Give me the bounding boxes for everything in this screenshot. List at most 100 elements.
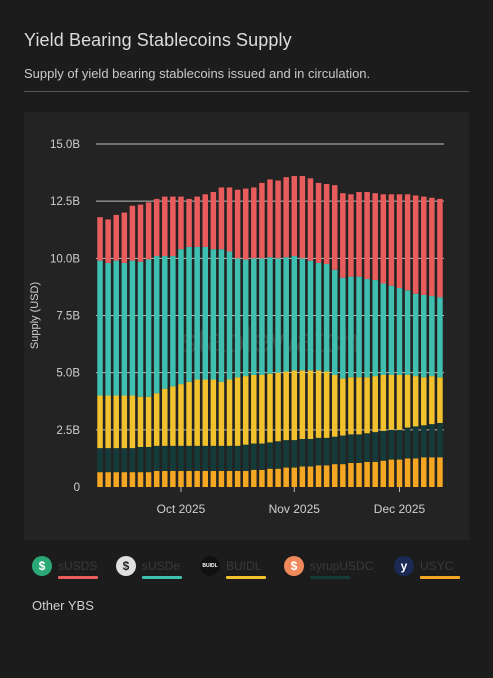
bar-susde-32 bbox=[356, 276, 362, 378]
bar-usyc-16 bbox=[226, 470, 233, 487]
bar-susds-2 bbox=[113, 214, 119, 261]
bar-syrupusdc-13 bbox=[202, 445, 208, 471]
page-subtitle: Supply of yield bearing stablecoins issu… bbox=[24, 66, 371, 81]
bar-susds-35 bbox=[380, 194, 387, 284]
bar-buidl-7 bbox=[153, 393, 160, 446]
bar-buidl-37 bbox=[396, 374, 403, 430]
bar-usyc-12 bbox=[194, 470, 200, 487]
bar-susds-9 bbox=[170, 196, 176, 257]
bar-susde-25 bbox=[299, 258, 306, 371]
y-tick-label: 0 bbox=[74, 482, 80, 494]
bar-susde-2 bbox=[113, 260, 119, 396]
bar-susds-39 bbox=[412, 195, 419, 294]
bar-buidl-38 bbox=[404, 374, 411, 428]
bar-susde-15 bbox=[218, 249, 225, 382]
bar-buidl-15 bbox=[218, 381, 225, 446]
bar-buidl-6 bbox=[145, 396, 152, 447]
bar-syrupusdc-12 bbox=[194, 445, 200, 471]
bar-buidl-34 bbox=[372, 376, 378, 433]
bar-susds-17 bbox=[234, 189, 241, 259]
bar-syrupusdc-6 bbox=[145, 446, 152, 473]
bar-buidl-32 bbox=[356, 377, 362, 435]
usyc-icon: y bbox=[394, 556, 414, 576]
bar-syrupusdc-7 bbox=[153, 445, 160, 471]
bar-buidl-17 bbox=[234, 377, 241, 446]
bar-buidl-4 bbox=[129, 395, 136, 449]
bar-usyc-40 bbox=[421, 457, 427, 487]
bar-usyc-0 bbox=[97, 472, 103, 487]
bar-buidl-41 bbox=[429, 376, 435, 425]
bar-susds-6 bbox=[145, 202, 152, 260]
bar-usyc-4 bbox=[129, 472, 136, 487]
bar-buidl-28 bbox=[323, 371, 330, 438]
bar-susds-11 bbox=[186, 198, 192, 247]
bar-susde-18 bbox=[242, 259, 249, 377]
bar-syrupusdc-4 bbox=[129, 448, 136, 473]
bar-susds-0 bbox=[97, 217, 103, 261]
bar-usyc-3 bbox=[121, 472, 128, 487]
bar-susde-22 bbox=[275, 258, 281, 373]
bar-susds-13 bbox=[202, 194, 208, 247]
bar-buidl-14 bbox=[210, 379, 217, 446]
bar-usyc-38 bbox=[404, 458, 411, 487]
bar-susde-33 bbox=[364, 278, 370, 378]
bar-susds-23 bbox=[283, 177, 289, 258]
bar-syrupusdc-2 bbox=[113, 448, 119, 473]
bar-syrupusdc-22 bbox=[275, 441, 281, 469]
bar-susde-37 bbox=[396, 288, 403, 375]
bar-susds-34 bbox=[372, 193, 378, 281]
bar-buidl-0 bbox=[97, 395, 103, 449]
bar-usyc-30 bbox=[340, 464, 346, 487]
legend-label: sUSDe bbox=[142, 559, 181, 573]
bar-buidl-40 bbox=[421, 377, 427, 426]
legend-label: syrupUSDC bbox=[310, 559, 374, 573]
bar-usyc-36 bbox=[388, 459, 395, 487]
bar-usyc-23 bbox=[283, 467, 289, 487]
bar-susds-5 bbox=[137, 204, 144, 262]
bar-susde-19 bbox=[251, 258, 257, 375]
bar-susds-24 bbox=[291, 176, 298, 257]
bar-syrupusdc-26 bbox=[307, 438, 314, 467]
bar-susde-23 bbox=[283, 257, 289, 372]
bar-buidl-25 bbox=[299, 370, 306, 439]
bar-susds-10 bbox=[178, 196, 184, 250]
bar-susds-14 bbox=[210, 192, 217, 250]
bar-usyc-37 bbox=[396, 459, 403, 487]
bar-syrupusdc-15 bbox=[218, 445, 225, 471]
bar-susds-42 bbox=[437, 198, 443, 298]
bar-susds-3 bbox=[121, 212, 128, 263]
bar-susds-33 bbox=[364, 192, 370, 279]
other-ybs-label[interactable]: Other YBS bbox=[32, 598, 94, 613]
bar-buidl-21 bbox=[267, 373, 273, 443]
bar-syrupusdc-41 bbox=[429, 424, 435, 458]
bar-syrupusdc-28 bbox=[323, 437, 330, 466]
bar-syrupusdc-3 bbox=[121, 448, 128, 473]
bar-susds-41 bbox=[429, 197, 435, 297]
bar-susde-34 bbox=[372, 280, 378, 377]
bar-susde-17 bbox=[234, 258, 241, 378]
bar-usyc-19 bbox=[251, 469, 257, 487]
bar-syrupusdc-16 bbox=[226, 445, 233, 471]
bar-syrupusdc-32 bbox=[356, 434, 362, 463]
bar-susde-38 bbox=[404, 290, 411, 375]
bar-susds-1 bbox=[105, 219, 111, 263]
bar-susde-14 bbox=[210, 249, 217, 380]
bar-susds-40 bbox=[421, 196, 427, 295]
bar-usyc-13 bbox=[202, 470, 208, 487]
susde-icon: $ bbox=[116, 556, 136, 576]
bar-susde-6 bbox=[145, 259, 152, 397]
bar-buidl-23 bbox=[283, 371, 289, 441]
bar-susds-22 bbox=[275, 180, 281, 259]
bar-susds-37 bbox=[396, 194, 403, 289]
bar-syrupusdc-25 bbox=[299, 438, 306, 467]
bar-buidl-36 bbox=[388, 374, 395, 430]
bar-syrupusdc-14 bbox=[210, 445, 217, 471]
bar-usyc-35 bbox=[380, 460, 387, 487]
bar-usyc-25 bbox=[299, 466, 306, 487]
bar-syrupusdc-33 bbox=[364, 433, 370, 462]
x-tick-label: Oct 2025 bbox=[157, 502, 206, 516]
bar-susds-25 bbox=[299, 176, 306, 259]
bar-susde-3 bbox=[121, 262, 128, 396]
bar-buidl-31 bbox=[348, 377, 354, 435]
legend-icon-glyph: $ bbox=[290, 559, 298, 573]
